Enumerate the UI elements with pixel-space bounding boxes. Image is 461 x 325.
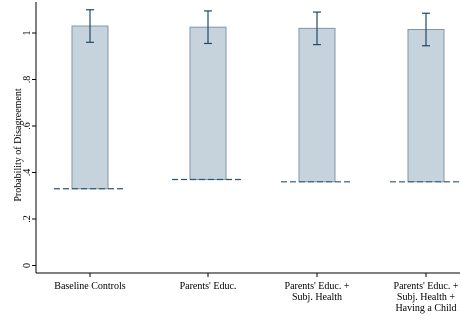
x-ticks: Baseline Controls Parents' Educ. Parents' … [54, 273, 459, 314]
x-tick-label: Subj. Health + [397, 292, 455, 303]
y-tick-label: .8 [22, 76, 33, 84]
bars [54, 9, 461, 190]
bar [71, 25, 109, 190]
x-tick-label: Parents' Educ. + [394, 281, 459, 292]
y-tick-label: .6 [22, 122, 33, 130]
y-axis-title: Probability of Disagreement [13, 88, 24, 202]
x-tick-label: Baseline Controls [54, 281, 125, 292]
bar [407, 29, 445, 183]
y-ticks: 0 .2 .4 .6 .8 1 [22, 31, 36, 268]
y-tick-label: 0 [22, 263, 33, 268]
y-tick-label: .4 [22, 169, 33, 177]
x-tick-label: Parents' Educ. + [285, 281, 350, 292]
x-tick-label: Subj. Health [292, 292, 342, 303]
x-tick-label: Parents' Educ. [180, 281, 237, 292]
bar [298, 27, 336, 183]
y-tick-label: 1 [22, 31, 33, 36]
bar [189, 26, 227, 180]
x-tick-label: Having a Child [395, 303, 456, 314]
y-tick-label: .2 [22, 215, 33, 223]
